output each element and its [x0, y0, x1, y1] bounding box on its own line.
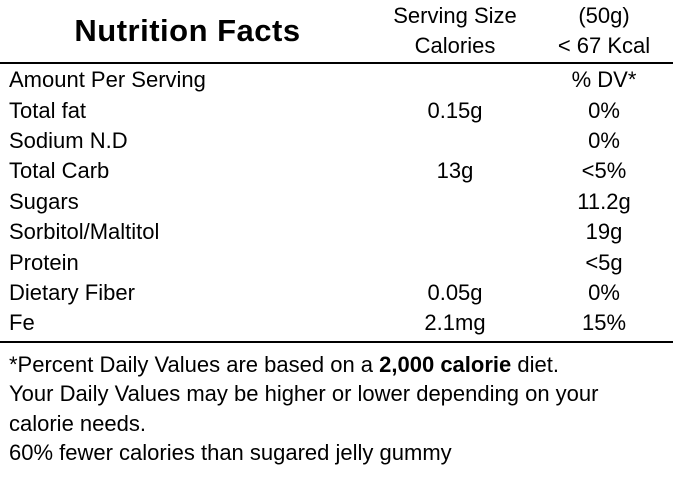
nutrient-name: Total Carb [9, 158, 110, 184]
table-row: Total fat 0.15g 0% [0, 95, 673, 125]
nutrient-name: Dietary Fiber [9, 279, 135, 305]
table-row: Total Carb 13g <5% [0, 156, 673, 186]
nutrient-dv: <5% [581, 158, 627, 184]
nutrient-dv: 0% [588, 279, 620, 305]
nutrient-name: Sodium N.D [9, 127, 128, 153]
title-cell: Nutrition Facts [0, 0, 375, 62]
serving-size-value: (50g) [578, 3, 630, 29]
nutrients-table: Amount Per Serving % DV* Total fat 0.15g… [0, 64, 673, 343]
daily-values-note-prefix: *Percent Daily Values are based on a [9, 351, 380, 377]
page-title: Nutrition Facts [74, 13, 301, 48]
footnote-block: *Percent Daily Values are based on a 2,0… [0, 343, 673, 468]
daily-values-note-line2: Your Daily Values may be higher or lower… [9, 381, 599, 436]
nutrient-name: Protein [9, 249, 79, 275]
nutrient-name: Fe [9, 310, 35, 336]
header-right-column: (50g) < 67 Kcal [535, 0, 673, 62]
nutrient-dv: 19g [585, 219, 623, 245]
table-row: Sodium N.D 0% [0, 126, 673, 156]
label-header: Nutrition Facts Serving Size Calories (5… [0, 0, 673, 64]
daily-values-note-suffix: diet. [511, 351, 559, 377]
header-middle-column: Serving Size Calories [375, 0, 535, 62]
calories-value: < 67 Kcal [557, 32, 651, 58]
table-row: Sorbitol/Maltitol 19g [0, 217, 673, 247]
calories-label: Calories [414, 32, 496, 58]
serving-size-label: Serving Size [393, 3, 517, 29]
comparison-note: 60% fewer calories than sugared jelly gu… [9, 440, 452, 466]
dv-column-header: % DV* [571, 67, 637, 93]
table-row: Sugars 11.2g [0, 187, 673, 217]
amount-per-serving-label: Amount Per Serving [9, 67, 206, 93]
nutrient-dv: 0% [588, 97, 620, 123]
table-header-row: Amount Per Serving % DV* [0, 65, 673, 95]
nutrient-dv: 15% [581, 310, 627, 336]
nutrient-amount: 13g [436, 158, 474, 184]
nutrient-amount: 2.1mg [424, 310, 486, 336]
nutrient-dv: <5g [585, 249, 623, 275]
daily-values-note-bold: 2,000 calorie [379, 351, 512, 377]
nutrient-name: Sugars [9, 188, 79, 214]
table-row: Protein <5g [0, 247, 673, 277]
nutrient-dv: 0% [588, 127, 620, 153]
table-row: Dietary Fiber 0.05g 0% [0, 278, 673, 308]
nutrient-name: Sorbitol/Maltitol [9, 219, 160, 245]
nutrient-amount: 0.05g [427, 279, 483, 305]
daily-values-note: *Percent Daily Values are based on a 2,0… [9, 350, 664, 380]
table-row: Fe 2.1mg 15% [0, 308, 673, 338]
nutrient-name: Total fat [9, 97, 87, 123]
nutrient-dv: 11.2g [577, 188, 631, 214]
nutrient-amount: 0.15g [427, 97, 483, 123]
